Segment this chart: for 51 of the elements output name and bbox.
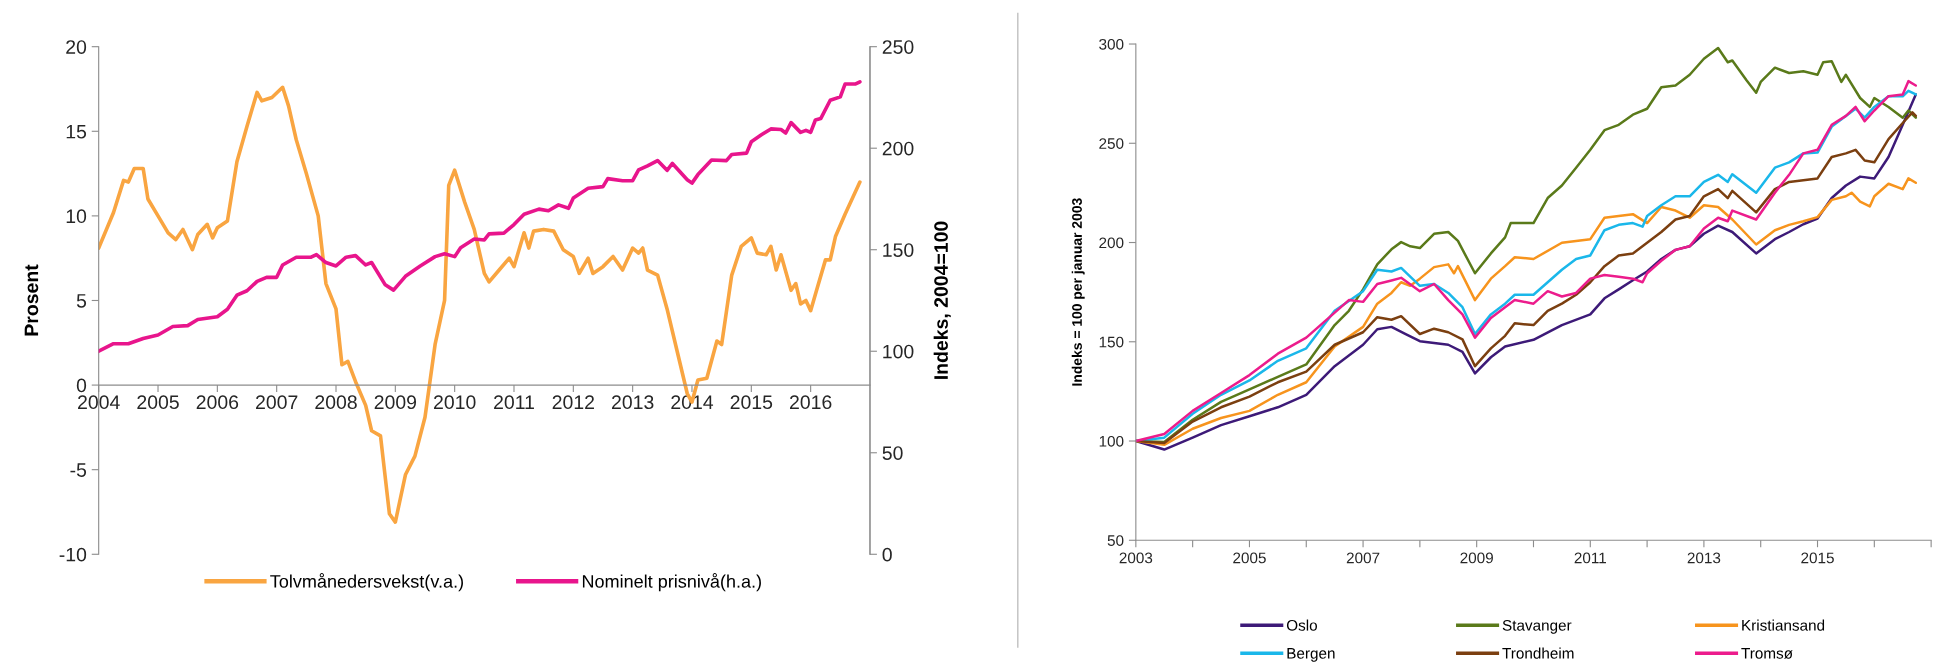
x-tick-label: 2013 <box>1687 552 1721 564</box>
x-tick-label: 2015 <box>1801 552 1834 564</box>
x-tick-label: 2004 <box>78 395 120 410</box>
x-tick-label: 2016 <box>790 395 832 410</box>
y2-tick-label: 250 <box>882 40 914 54</box>
line-series <box>98 80 862 354</box>
y2-tick-label: 100 <box>883 344 914 359</box>
y-tick-label: 200 <box>1099 237 1124 249</box>
legend-label: Stavanger <box>1502 619 1572 634</box>
x-tick-label: 2005 <box>1233 552 1266 564</box>
x-tick-label: 2010 <box>434 395 476 410</box>
legend-label: Oslo <box>1286 619 1317 631</box>
y-tick-label: -5 <box>70 463 87 477</box>
y2-tick-label: 50 <box>882 446 903 460</box>
x-tick-label: 2013 <box>612 395 654 410</box>
y2-tick-label: 0 <box>882 547 892 562</box>
y-axis-title: Prosent <box>24 264 39 336</box>
y-tick-label: 0 <box>76 378 87 393</box>
y-axis-title: Indeks = 100 per januar 2003 <box>1071 198 1085 386</box>
legend-label: Nominelt prisnivå(h.a.) <box>582 573 761 592</box>
legend-label: Kristiansand <box>1742 619 1825 631</box>
legend-label: Tolvmånedersvekst(v.a.) <box>270 573 463 592</box>
y-tick-label: 10 <box>66 209 87 224</box>
y-tick-label: 250 <box>1099 138 1124 149</box>
y-tick-label: 15 <box>66 124 87 139</box>
y-tick-label: 100 <box>1099 435 1124 447</box>
x-tick-label: 2012 <box>552 395 594 410</box>
y-tick-label: 50 <box>1107 535 1124 546</box>
x-tick-label: 2006 <box>196 395 239 410</box>
x-tick-label: 2009 <box>1460 552 1493 564</box>
x-tick-label: 2008 <box>315 395 357 410</box>
x-tick-label: 2007 <box>1346 552 1380 564</box>
x-tick-label: 2015 <box>730 395 773 410</box>
legend-label: Bergen <box>1287 648 1335 662</box>
x-tick-label: 2003 <box>1119 552 1153 564</box>
y-tick-label: 5 <box>76 294 87 308</box>
y-tick-label: 20 <box>66 40 87 54</box>
legend-label: Tromsø <box>1741 648 1793 659</box>
y2-tick-label: 200 <box>882 141 914 156</box>
x-tick-label: 2005 <box>137 395 179 410</box>
y-tick-label: 150 <box>1099 336 1124 348</box>
y-tick-label: 300 <box>1099 38 1124 50</box>
x-tick-label: 2007 <box>256 395 298 410</box>
legend-label: Trondheim <box>1502 647 1574 659</box>
x-tick-label: 2011 <box>494 395 534 410</box>
x-tick-label: 2011 <box>1574 552 1606 564</box>
y-tick-label: -10 <box>59 547 87 562</box>
x-tick-label: 2009 <box>374 395 417 410</box>
y2-tick-label: 150 <box>883 243 914 257</box>
line-series <box>1135 177 1918 447</box>
y2-axis-title: Indeks, 2004=100 <box>933 221 951 379</box>
